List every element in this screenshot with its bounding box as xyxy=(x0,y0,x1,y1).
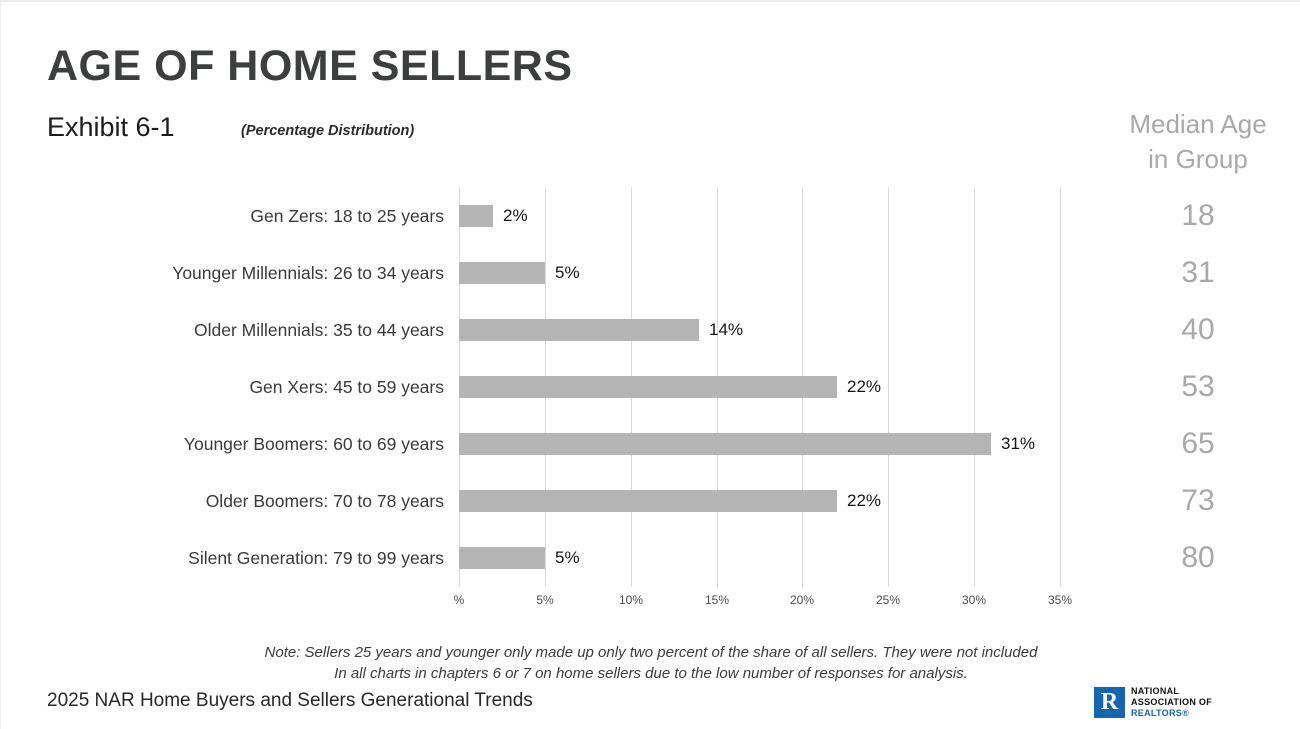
bar-value-label: 22% xyxy=(847,491,882,510)
median-age-value: 18 xyxy=(1181,199,1215,232)
bar xyxy=(459,376,837,398)
bar xyxy=(459,205,493,227)
x-tick-label: 25% xyxy=(875,593,901,607)
median-age-value: 73 xyxy=(1181,484,1215,517)
x-tick-label: 5% xyxy=(536,593,554,607)
bar-value-label: 5% xyxy=(555,263,580,282)
bar-value-label: 14% xyxy=(709,320,744,339)
category-label: Younger Millennials: 26 to 34 years xyxy=(172,263,444,283)
x-tick-label: 35% xyxy=(1047,593,1073,607)
nar-logo-line2: ASSOCIATION OF xyxy=(1131,697,1213,707)
median-age-value: 31 xyxy=(1181,256,1215,289)
bar xyxy=(459,547,545,569)
nar-logo-text: NATIONAL ASSOCIATION OF REALTORS® xyxy=(1131,686,1212,719)
nar-logo-line1: NATIONAL xyxy=(1131,686,1180,696)
bar xyxy=(459,262,545,284)
bar-value-label: 31% xyxy=(1001,434,1036,453)
page-title: AGE OF HOME SELLERS xyxy=(47,42,573,90)
bar-value-label: 2% xyxy=(503,206,528,225)
note-line-1: Note: Sellers 25 years and younger only … xyxy=(264,644,1038,661)
median-age-value: 65 xyxy=(1181,427,1215,460)
exhibit-label: Exhibit 6-1 xyxy=(47,112,175,142)
x-axis-ticks: % 5% 10% 15% 20% 25% 30% 35% xyxy=(454,593,1099,611)
note-text: Note: Sellers 25 years and younger only … xyxy=(1,642,1300,684)
median-age-header-line2: in Group xyxy=(1148,144,1248,174)
category-label: Gen Zers: 18 to 25 years xyxy=(250,206,444,226)
median-age-value: 40 xyxy=(1181,313,1215,346)
nar-logo: R NATIONAL ASSOCIATION OF REALTORS® xyxy=(1094,686,1212,719)
x-tick-label: % xyxy=(453,593,465,607)
bar-value-label: 5% xyxy=(555,548,580,567)
bar xyxy=(459,490,837,512)
nar-logo-line3: REALTORS® xyxy=(1131,708,1190,718)
category-label: Older Boomers: 70 to 78 years xyxy=(205,491,444,511)
median-age-value: 80 xyxy=(1181,541,1215,574)
plot-area: 2% 5% 14% 22% 31% 22% 5% xyxy=(459,187,1061,587)
category-label: Gen Xers: 45 to 59 years xyxy=(249,377,444,397)
category-label: Silent Generation: 79 to 99 years xyxy=(188,548,444,568)
x-tick-label: 10% xyxy=(618,593,644,607)
note-line-2: In all charts in chapters 6 or 7 on home… xyxy=(334,665,968,682)
median-age-column: 18 31 40 53 65 73 80 xyxy=(1118,187,1278,587)
bar xyxy=(459,319,699,341)
x-tick-label: 30% xyxy=(961,593,987,607)
bar-value-label: 22% xyxy=(847,377,882,396)
median-age-value: 53 xyxy=(1181,370,1215,403)
category-label: Older Millennials: 35 to 44 years xyxy=(194,320,444,340)
median-age-header-line1: Median Age xyxy=(1129,109,1267,139)
median-age-header: Median Age in Group xyxy=(1113,107,1283,177)
gridline xyxy=(1060,187,1061,587)
gridline xyxy=(888,187,889,587)
category-label: Younger Boomers: 60 to 69 years xyxy=(183,434,444,454)
footer-source-text: 2025 NAR Home Buyers and Sellers Generat… xyxy=(47,690,533,711)
x-tick-label: 15% xyxy=(704,593,730,607)
category-labels-column: Gen Zers: 18 to 25 years Younger Millenni… xyxy=(1,187,459,587)
x-tick-label: 20% xyxy=(789,593,815,607)
gridline xyxy=(974,187,975,587)
bar xyxy=(459,433,991,455)
nar-logo-mark-icon: R xyxy=(1094,687,1125,718)
distribution-subtitle: (Percentage Distribution) xyxy=(241,123,415,139)
